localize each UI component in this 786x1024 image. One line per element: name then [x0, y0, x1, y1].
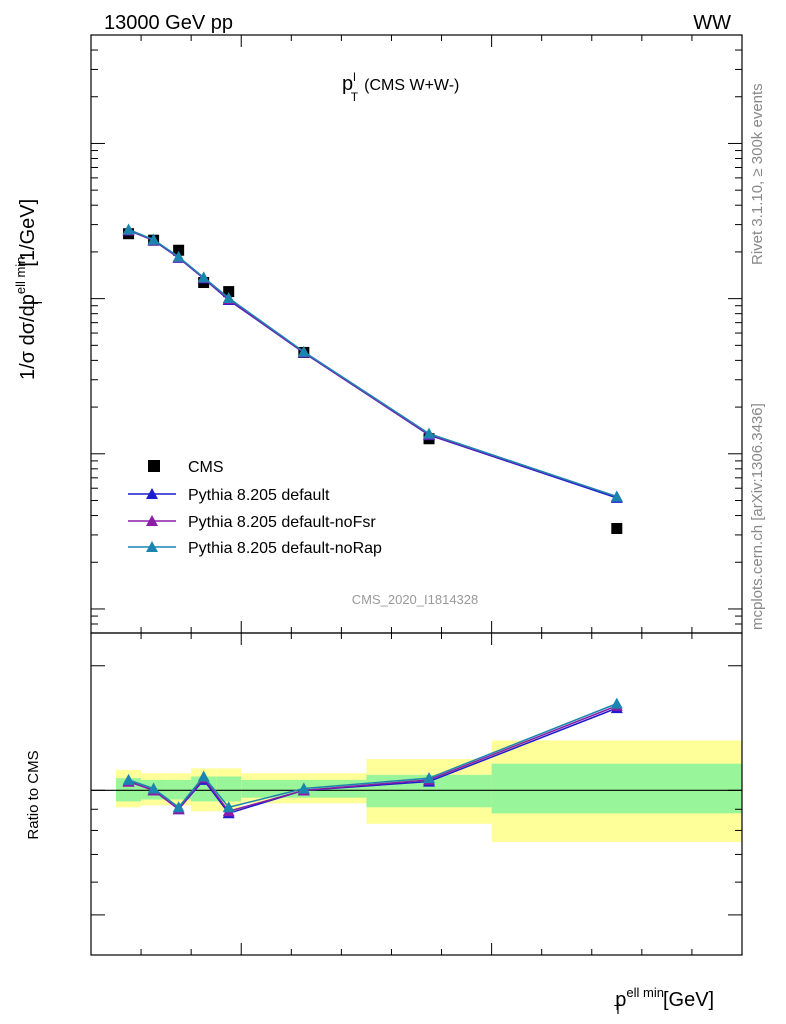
ratio-marker-noRap — [172, 801, 185, 813]
legend-marker-nofsr — [146, 515, 158, 526]
series-marker-noRap — [147, 233, 160, 245]
ratio-frame — [90, 632, 743, 956]
legend-marker-default — [146, 488, 158, 499]
ratio-marker-noRap — [147, 782, 160, 794]
legend-marker-cms — [148, 460, 160, 472]
series-marker-noRap — [610, 490, 623, 502]
ratio-band-inner — [166, 779, 192, 800]
mcplots-label: mcplots.cern.ch [arXiv:1306.3436] — [749, 403, 766, 630]
x-axis-label: pell min T [GeV] — [614, 985, 714, 1017]
analysis-id-label: CMS_2020_I1814328 — [352, 592, 479, 607]
series-marker-noRap — [172, 250, 185, 262]
data-point-cms — [173, 244, 185, 256]
series-marker-noRap — [122, 223, 135, 235]
data-point-cms — [223, 286, 235, 298]
series-line-noFsr — [128, 229, 618, 498]
ratio-band-inner — [216, 776, 242, 802]
legend-label-default: Pythia 8.205 default — [188, 487, 330, 504]
series-line-default — [128, 229, 618, 499]
series-line-noRap — [128, 228, 618, 498]
ratio-y-axis-label: Ratio to CMS — [25, 750, 42, 839]
series-marker-noRap — [297, 345, 310, 357]
main-panel: 1/σ dσ/dpell minT[1/GeV] pl T(CMS W+W-) C… — [13, 34, 743, 634]
ratio-band-inner — [491, 763, 742, 814]
ratio-marker-noRap — [122, 773, 135, 785]
legend-label-nofsr: Pythia 8.205 default-noFsr — [188, 514, 376, 531]
legend-label-cms: CMS — [188, 459, 224, 476]
legend-label-norap: Pythia 8.205 default-noRap — [188, 540, 382, 557]
ratio-panel: Ratio to CMS pell min T [GeV] — [25, 632, 743, 1017]
series-marker-noRap — [222, 291, 235, 303]
legend: CMS Pythia 8.205 default Pythia 8.205 de… — [128, 459, 382, 557]
ratio-marker-noRap — [222, 801, 235, 813]
main-title: pl T(CMS W+W-) — [342, 70, 459, 104]
legend-marker-norap — [146, 541, 158, 552]
rivet-version-label: Rivet 3.1.10, ≥ 300k events — [749, 83, 766, 265]
ratio-marker-noRap — [197, 770, 210, 782]
ratio-marker-noRap — [610, 697, 623, 709]
header-process-label: WW — [693, 12, 731, 34]
ratio-marker-noRap — [423, 772, 436, 784]
main-y-axis-label: 1/σ dσ/dpell minT[1/GeV] — [13, 199, 45, 380]
series-marker-noRap — [197, 271, 210, 283]
series-marker-noRap — [423, 427, 436, 439]
ratio-marker-noRap — [297, 782, 310, 794]
data-point-cms — [611, 523, 623, 535]
header-energy-label: 13000 GeV pp — [104, 12, 233, 34]
